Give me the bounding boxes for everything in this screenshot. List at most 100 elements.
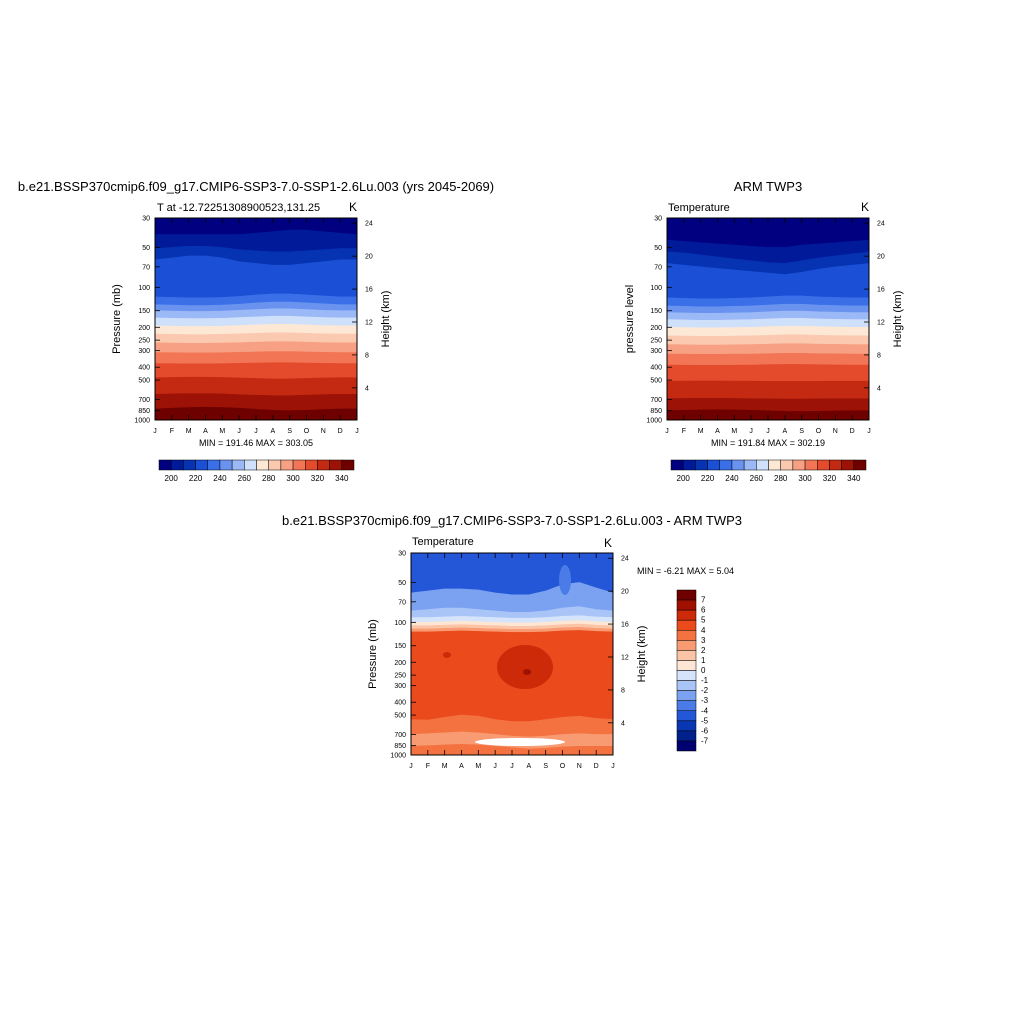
- y-tick-label: 300: [650, 348, 662, 355]
- colorbar-box: [676, 680, 697, 691]
- x-tick-label: J: [611, 763, 615, 770]
- colorbar-label: 0: [701, 666, 706, 675]
- panel-obs-ylabel: pressure level: [624, 285, 636, 353]
- x-tick-label: A: [203, 428, 208, 435]
- panel-diff-subtitle-left: Temperature: [412, 536, 474, 548]
- colorbar-box: [305, 459, 318, 471]
- colorbar-label: 4: [701, 626, 706, 635]
- colorbar-label: 6: [701, 606, 706, 615]
- y-right-tick-label: 16: [365, 287, 373, 294]
- x-tick-label: J: [749, 428, 753, 435]
- y-right-tick-label: 20: [877, 254, 885, 261]
- contour-band: [154, 376, 358, 396]
- panel-model-title: b.e21.BSSP370cmip6.f09_g17.CMIP6-SSP3-7.…: [18, 179, 494, 194]
- x-tick-label: M: [186, 428, 192, 435]
- panel-obs-contour-bands: [666, 217, 870, 421]
- y-tick-label: 30: [142, 216, 150, 223]
- y-right-tick-label: 12: [877, 319, 885, 326]
- panel-model-stats: MIN = 191.46 MAX = 303.05: [199, 438, 313, 448]
- colorbar-label: -3: [701, 696, 709, 705]
- y-tick-label: 300: [394, 683, 406, 690]
- panel-diff: b.e21.BSSP370cmip6.f09_g17.CMIP6-SSP3-7.…: [282, 513, 742, 770]
- contour-band: [666, 325, 870, 337]
- y-right-tick-label: 12: [621, 654, 629, 661]
- y-tick-label: 250: [138, 338, 150, 345]
- colorbar-label: -4: [701, 706, 709, 715]
- y-tick-label: 700: [138, 397, 150, 404]
- y-tick-label: 200: [650, 325, 662, 332]
- colorbar-box: [719, 459, 733, 471]
- colorbar-box: [676, 710, 697, 722]
- colorbar-label: 280: [774, 474, 788, 483]
- x-tick-label: D: [594, 763, 599, 770]
- contour-band: [154, 341, 358, 354]
- colorbar-label: -7: [701, 736, 709, 745]
- y-tick-label: 850: [394, 743, 406, 750]
- y-tick-label: 700: [650, 397, 662, 404]
- y-tick-label: 700: [394, 732, 406, 739]
- colorbar-label: 220: [701, 474, 715, 483]
- colorbar-box: [183, 459, 196, 471]
- colorbar-label: 300: [798, 474, 812, 483]
- colorbar-box: [231, 459, 245, 471]
- colorbar-box: [676, 640, 697, 651]
- x-tick-label: M: [475, 763, 481, 770]
- colorbar-box: [676, 690, 697, 701]
- colorbar-box: [256, 459, 269, 471]
- colorbar-box: [792, 459, 806, 471]
- panel-diff-plot: J F M A M J J A S O N D J 30 50 70 100 150 200 250 300 400 50…: [390, 551, 628, 771]
- panel-obs-plot: J F M A M J J A S O N D J 30 50 70 100 150 200 250 300 400 50…: [646, 216, 884, 436]
- y-tick-label: 100: [138, 285, 150, 292]
- panel-obs-subtitle-right: K: [861, 200, 869, 214]
- contour-band: [154, 362, 358, 380]
- colorbar-box: [829, 459, 842, 471]
- y-right-tick-label: 16: [621, 622, 629, 629]
- colorbar-box: [676, 730, 697, 742]
- colorbar-box: [804, 459, 818, 471]
- panel-model-ylabel-right: Height (km): [380, 291, 392, 348]
- contour-band: [154, 332, 358, 344]
- colorbar-box: [676, 619, 697, 631]
- y-tick-label: 50: [654, 245, 662, 252]
- colorbar-label: 7: [701, 596, 706, 605]
- colorbar-box: [676, 599, 697, 611]
- y-tick-label: 70: [654, 264, 662, 271]
- x-tick-label: N: [577, 763, 582, 770]
- y-tick-label: 200: [394, 660, 406, 667]
- y-tick-label: 30: [398, 551, 406, 558]
- colorbar-box: [676, 660, 697, 671]
- colorbar-box: [682, 459, 696, 471]
- x-tick-label: A: [782, 428, 787, 435]
- panel-model-subtitle-right: K: [349, 200, 357, 214]
- colorbar-box: [676, 740, 697, 752]
- y-right-tick-label: 20: [621, 589, 629, 596]
- y-right-tick-label: 16: [877, 287, 885, 294]
- colorbar-box: [207, 459, 221, 471]
- x-tick-label: J: [766, 428, 770, 435]
- panel-diff-y-ticks: 30 50 70 100 150 200 250 300 400 500 700 850 1000: [390, 551, 416, 760]
- y-right-tick-label: 24: [365, 221, 373, 228]
- x-tick-label: J: [665, 428, 669, 435]
- colorbar-label: 300: [286, 474, 300, 483]
- x-tick-label: M: [731, 428, 737, 435]
- colorbar-box: [676, 650, 697, 661]
- x-tick-label: S: [543, 763, 548, 770]
- y-tick-label: 400: [138, 365, 150, 372]
- contour-band: [666, 352, 870, 366]
- y-tick-label: 50: [142, 245, 150, 252]
- colorbar-box: [341, 459, 355, 471]
- y-tick-label: 70: [398, 599, 406, 606]
- panel-diff-contour-bands: [410, 552, 614, 756]
- panel-obs-colorbar: 200 220 240 260 280 300 320 340: [670, 459, 867, 483]
- contour-band: [443, 652, 451, 658]
- y-tick-label: 500: [138, 378, 150, 385]
- x-tick-label: M: [219, 428, 225, 435]
- y-tick-label: 100: [650, 285, 662, 292]
- y-tick-label: 70: [142, 264, 150, 271]
- x-tick-label: A: [459, 763, 464, 770]
- colorbar-box: [158, 459, 172, 471]
